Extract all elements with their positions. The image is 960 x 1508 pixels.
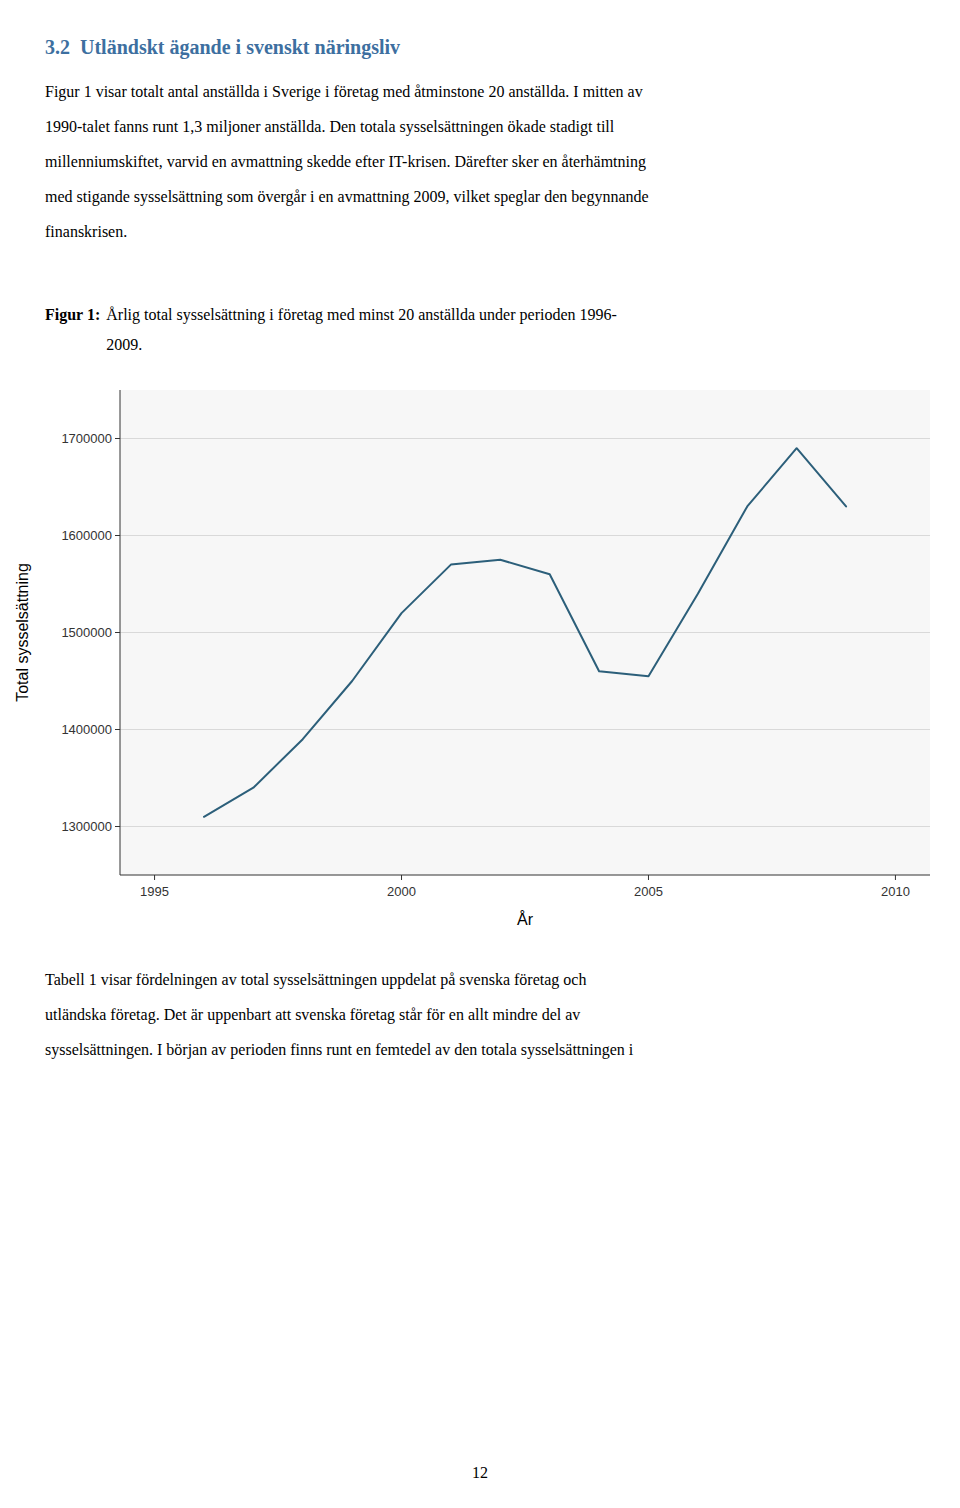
grid-line — [120, 729, 930, 730]
y-tick — [115, 729, 120, 730]
x-tick-label: 1995 — [140, 884, 169, 899]
page-number: 12 — [0, 1464, 960, 1482]
y-tick — [115, 632, 120, 633]
x-tick — [648, 875, 649, 880]
plot-group — [204, 448, 846, 817]
y-tick-label: 1300000 — [61, 819, 112, 834]
grid-line — [120, 632, 930, 633]
caption-label: Figur 1: — [45, 300, 100, 360]
caption-text: Årlig total sysselsättning i företag med… — [106, 300, 617, 360]
x-tick — [401, 875, 402, 880]
heading: 3.2 Utländskt ägande i svenskt näringsli… — [45, 36, 400, 59]
y-tick — [115, 535, 120, 536]
y-axis-line — [120, 390, 121, 875]
grid-line — [120, 535, 930, 536]
grid-line — [120, 826, 930, 827]
x-axis-line — [120, 875, 930, 876]
paragraph: Figur 1 visar totalt antal anställda i S… — [45, 74, 649, 249]
x-axis-label: År — [517, 910, 534, 928]
x-tick-label: 2005 — [634, 884, 663, 899]
x-tick-label: 2000 — [387, 884, 416, 899]
y-tick-label: 1600000 — [61, 528, 112, 543]
data-line — [204, 448, 846, 817]
line-chart: 1300000 1400000 1500000 1600000 1700000 1995 2… — [0, 375, 960, 945]
plot-area — [120, 390, 930, 875]
grid-line — [120, 438, 930, 439]
paragraph: Tabell 1 visar fördelningen av total sys… — [45, 962, 633, 1067]
y-tick — [115, 826, 120, 827]
figure-caption: Figur 1:Årlig total sysselsättning i för… — [45, 300, 617, 360]
x-tick — [895, 875, 896, 880]
y-tick-label: 1700000 — [61, 431, 112, 446]
y-tick-label: 1500000 — [61, 625, 112, 640]
y-tick — [115, 438, 120, 439]
x-tick-label: 2010 — [881, 884, 910, 899]
x-tick — [154, 875, 155, 880]
y-tick-label: 1400000 — [61, 722, 112, 737]
y-axis-label: Total sysselsättning — [14, 563, 31, 702]
